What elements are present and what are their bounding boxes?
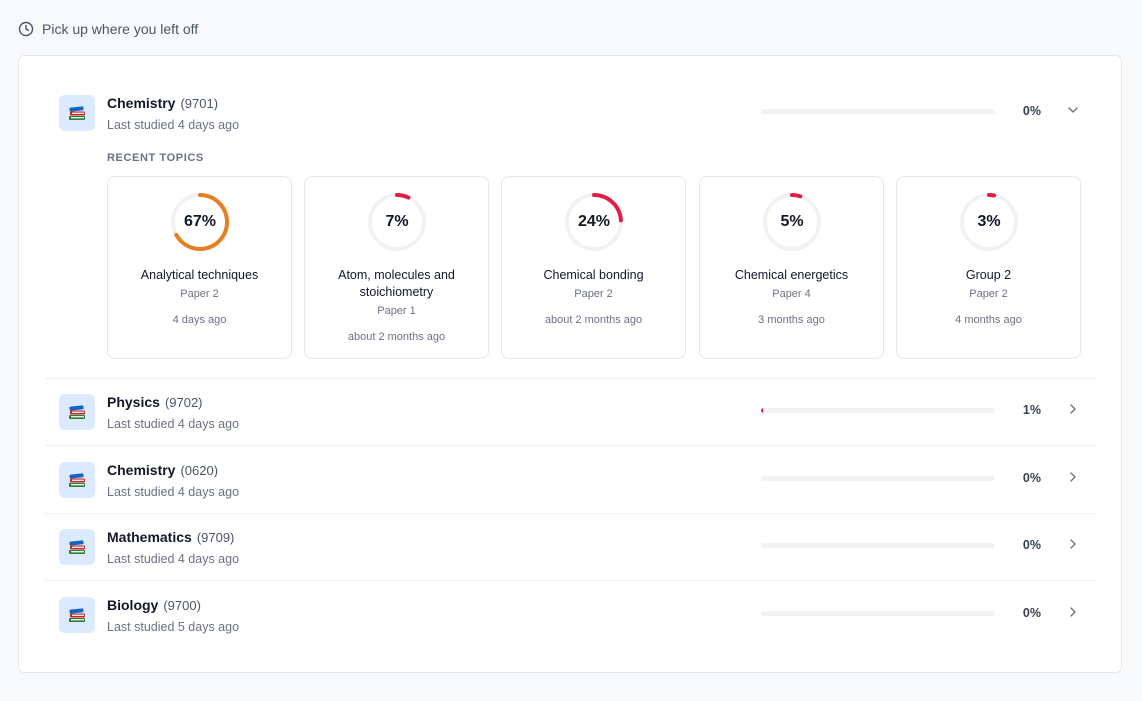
last-studied: Last studied 4 days ago [107, 485, 240, 499]
subject-name: Mathematics [107, 529, 192, 545]
recent-topics-label: RECENT TOPICS [107, 152, 204, 164]
chevron-right-icon[interactable] [1066, 605, 1080, 619]
topic-progress-percent: 3% [977, 213, 1001, 230]
subject-code: (9709) [196, 530, 235, 545]
topic-last-studied: about 2 months ago [347, 331, 446, 343]
chevron-right-icon[interactable] [1066, 470, 1080, 484]
progress-bar [761, 543, 995, 548]
progress-ring [368, 193, 426, 251]
progress-bar-fill [761, 408, 764, 413]
progress-ring [171, 193, 229, 251]
subject-code: (9700) [163, 598, 201, 613]
topic-progress-percent: 67% [183, 213, 217, 230]
subject-row[interactable]: Chemistry (0620) Last studied 4 days ago 0% [44, 462, 1097, 502]
topic-card[interactable]: 24% Chemical bonding Paper 2 about 2 months… [501, 176, 686, 359]
section-title: Pick up where you left off [42, 21, 199, 37]
topic-last-studied: about 2 months ago [544, 314, 643, 326]
chevron-right-icon[interactable] [1066, 537, 1080, 551]
section-header: Pick up where you left off [18, 20, 198, 38]
topic-paper: Paper 1 [377, 305, 416, 317]
progress-ring [763, 193, 821, 251]
divider [44, 378, 1097, 379]
topic-card[interactable]: 7% Atom, molecules and stoichiometry Paper… [304, 176, 489, 359]
books-icon [59, 95, 95, 131]
last-studied: Last studied 4 days ago [107, 417, 240, 431]
subject-row[interactable]: Mathematics (9709) Last studied 4 days ago… [44, 529, 1097, 569]
divider [44, 445, 1097, 446]
progress-bar [761, 611, 995, 616]
progress-percent: 0% [1022, 538, 1041, 552]
chevron-right-icon[interactable] [1066, 402, 1080, 416]
topic-paper: Paper 2 [969, 288, 1008, 300]
topic-name: Chemical bonding Paper 2 about 2 months ag… [514, 267, 673, 327]
topic-progress-percent: 24% [577, 213, 611, 230]
progress-ring-arc [171, 193, 229, 251]
topic-last-studied: 3 months ago [758, 314, 825, 326]
progress-percent: 1% [1022, 403, 1041, 417]
progress-ring [565, 193, 623, 251]
last-studied: Last studied 5 days ago [107, 620, 240, 634]
topic-paper: Paper 2 [574, 288, 613, 300]
chevron-down-icon[interactable] [1066, 103, 1080, 117]
divider [44, 580, 1097, 581]
topic-paper: Paper 2 [180, 288, 219, 300]
subject-code: (9702) [164, 395, 203, 410]
subject-code: (0620) [180, 463, 219, 478]
divider [44, 513, 1097, 514]
continue-card: Chemistry (9701) Last studied 4 days ago … [18, 55, 1122, 673]
progress-ring-arc [763, 193, 821, 251]
books-icon [59, 597, 95, 633]
topic-progress-percent: 7% [385, 213, 409, 230]
progress-percent: 0% [1022, 471, 1041, 485]
books-icon [59, 529, 95, 565]
subject-row-chemistry-9701[interactable]: Chemistry (9701) Last studied 4 days ago … [44, 95, 1097, 135]
subject-name: Biology [107, 597, 159, 613]
subject-name: Physics [107, 394, 160, 410]
progress-ring-arc [368, 193, 426, 251]
progress-bar [761, 476, 995, 481]
subject-name: Chemistry [107, 95, 176, 111]
last-studied: Last studied 4 days ago [107, 552, 240, 566]
subject-code: (9701) [180, 96, 219, 111]
progress-percent: 0% [1022, 606, 1041, 620]
books-icon [59, 462, 95, 498]
progress-bar [761, 408, 995, 413]
subject-row[interactable]: Physics (9702) Last studied 4 days ago 1% [44, 394, 1097, 434]
clock-icon [18, 21, 34, 37]
subject-row[interactable]: Biology (9700) Last studied 5 days ago 0% [44, 597, 1097, 637]
books-icon [59, 394, 95, 430]
topic-name: Atom, molecules and stoichiometry Paper 1… [317, 267, 476, 344]
topic-last-studied: 4 days ago [172, 314, 227, 326]
topic-progress-percent: 5% [780, 213, 804, 230]
progress-ring [960, 193, 1018, 251]
progress-bar [761, 109, 995, 114]
subject-name: Chemistry [107, 462, 176, 478]
topic-last-studied: 4 months ago [955, 314, 1022, 326]
topic-paper: Paper 4 [772, 288, 811, 300]
progress-ring-arc [565, 193, 623, 251]
progress-percent: 0% [1022, 104, 1041, 118]
last-studied: Last studied 4 days ago [107, 118, 240, 132]
progress-ring-arc [960, 193, 1018, 251]
